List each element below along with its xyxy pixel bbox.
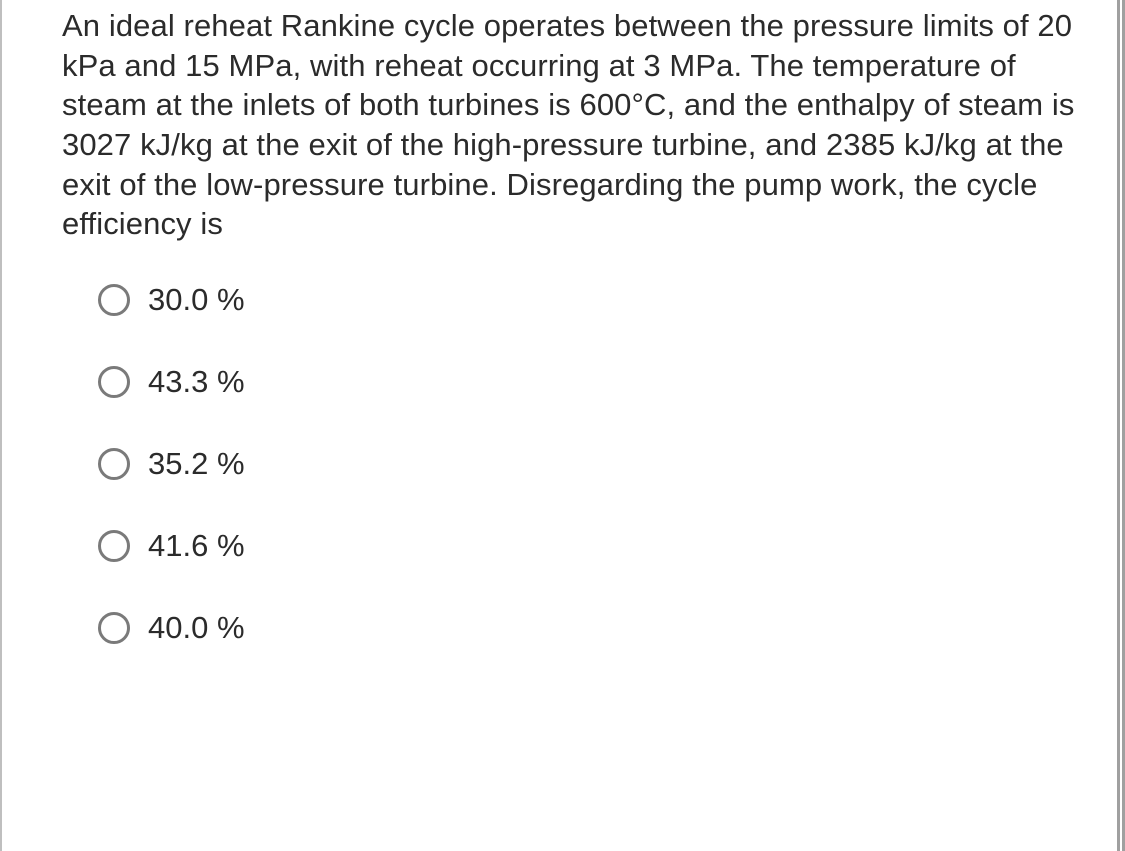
option-label: 43.3 % [148, 364, 245, 400]
radio-icon[interactable] [98, 530, 130, 562]
option-row[interactable]: 35.2 % [98, 446, 1077, 482]
option-row[interactable]: 43.3 % [98, 364, 1077, 400]
radio-icon[interactable] [98, 612, 130, 644]
option-label: 35.2 % [148, 446, 245, 482]
option-row[interactable]: 41.6 % [98, 528, 1077, 564]
radio-icon[interactable] [98, 284, 130, 316]
radio-icon[interactable] [98, 448, 130, 480]
radio-icon[interactable] [98, 366, 130, 398]
question-text: An ideal reheat Rankine cycle operates b… [62, 0, 1077, 244]
option-row[interactable]: 30.0 % [98, 282, 1077, 318]
option-row[interactable]: 40.0 % [98, 610, 1077, 646]
option-label: 40.0 % [148, 610, 245, 646]
question-card: An ideal reheat Rankine cycle operates b… [0, 0, 1125, 851]
option-label: 41.6 % [148, 528, 245, 564]
option-label: 30.0 % [148, 282, 245, 318]
options-group: 30.0 % 43.3 % 35.2 % 41.6 % 40.0 % [62, 282, 1077, 646]
